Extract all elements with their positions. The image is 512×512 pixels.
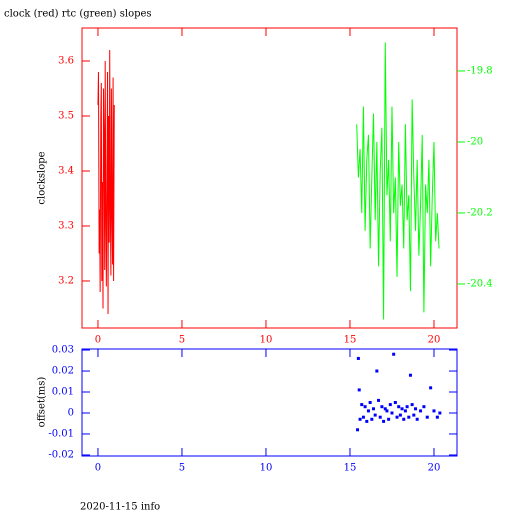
y-tick-label: 0 xyxy=(68,407,74,418)
x-tick-label: 15 xyxy=(344,463,357,474)
point xyxy=(408,373,412,377)
y2-tick-label: -20.2 xyxy=(467,207,493,218)
point xyxy=(371,407,375,411)
point xyxy=(361,415,365,419)
point xyxy=(397,405,401,409)
point xyxy=(356,428,360,432)
x-tick-label: 20 xyxy=(428,335,441,346)
x-tick-label: 20 xyxy=(428,463,441,474)
point xyxy=(435,415,439,419)
point xyxy=(419,409,423,413)
point xyxy=(410,403,414,407)
y-tick-label: 0.03 xyxy=(52,345,74,356)
point xyxy=(400,407,404,411)
point xyxy=(383,407,387,411)
point xyxy=(412,413,416,417)
y-tick-label: 0.02 xyxy=(52,366,74,377)
point xyxy=(357,388,361,392)
point xyxy=(425,415,429,419)
point xyxy=(388,403,392,407)
point xyxy=(380,405,384,409)
point xyxy=(385,409,389,413)
y-tick-label: 3.3 xyxy=(58,220,74,231)
plot-frame xyxy=(81,27,458,329)
point xyxy=(403,409,407,413)
point xyxy=(363,405,367,409)
point xyxy=(407,415,411,419)
y-tick-label: 0.01 xyxy=(52,387,74,398)
x-tick-label: 0 xyxy=(95,463,101,474)
point xyxy=(365,419,369,423)
chart-title: clock (red) rtc (green) slopes xyxy=(4,9,152,20)
point xyxy=(398,413,402,417)
x-tick-label: 10 xyxy=(260,335,273,346)
x-tick-label: 5 xyxy=(179,335,185,346)
point xyxy=(405,405,409,409)
point xyxy=(377,398,381,402)
y-tick-label: 3.6 xyxy=(58,55,74,66)
y2-tick-label: -19.8 xyxy=(467,65,493,76)
point xyxy=(402,417,406,421)
point xyxy=(370,417,374,421)
point xyxy=(373,413,377,417)
point xyxy=(414,407,418,411)
point xyxy=(360,403,364,407)
point xyxy=(395,415,399,419)
x-tick-label: 10 xyxy=(260,463,273,474)
x-tick-label: 5 xyxy=(179,463,185,474)
point xyxy=(415,417,419,421)
y-tick-label: -0.01 xyxy=(48,428,74,439)
point xyxy=(438,411,442,415)
point xyxy=(382,419,386,423)
point xyxy=(429,386,433,390)
y-tick-label: 3.4 xyxy=(58,165,74,176)
y-tick-label: -0.02 xyxy=(48,449,74,460)
footer: 2020-11-15 info xyxy=(80,502,160,512)
y-tick-label: 3.2 xyxy=(58,275,74,286)
plot-frame xyxy=(81,348,458,457)
series-line xyxy=(356,42,440,320)
x-tick-label: 0 xyxy=(95,335,101,346)
point xyxy=(393,401,397,404)
point xyxy=(358,417,362,421)
point xyxy=(368,401,372,404)
y2-tick-label: -20.4 xyxy=(467,278,493,289)
y-axis-label: offset(ms) xyxy=(37,377,48,428)
point xyxy=(432,409,436,413)
point xyxy=(392,352,396,356)
point xyxy=(390,411,394,415)
point xyxy=(356,356,360,360)
y-axis-label: clockslope xyxy=(37,151,48,204)
y-tick-label: 3.5 xyxy=(58,110,74,121)
y2-tick-label: -20 xyxy=(467,136,483,147)
point xyxy=(375,369,379,373)
point xyxy=(422,405,426,409)
point xyxy=(378,415,382,419)
series-line xyxy=(97,49,115,314)
x-tick-label: 15 xyxy=(344,335,357,346)
point xyxy=(387,417,391,421)
point xyxy=(366,409,370,413)
